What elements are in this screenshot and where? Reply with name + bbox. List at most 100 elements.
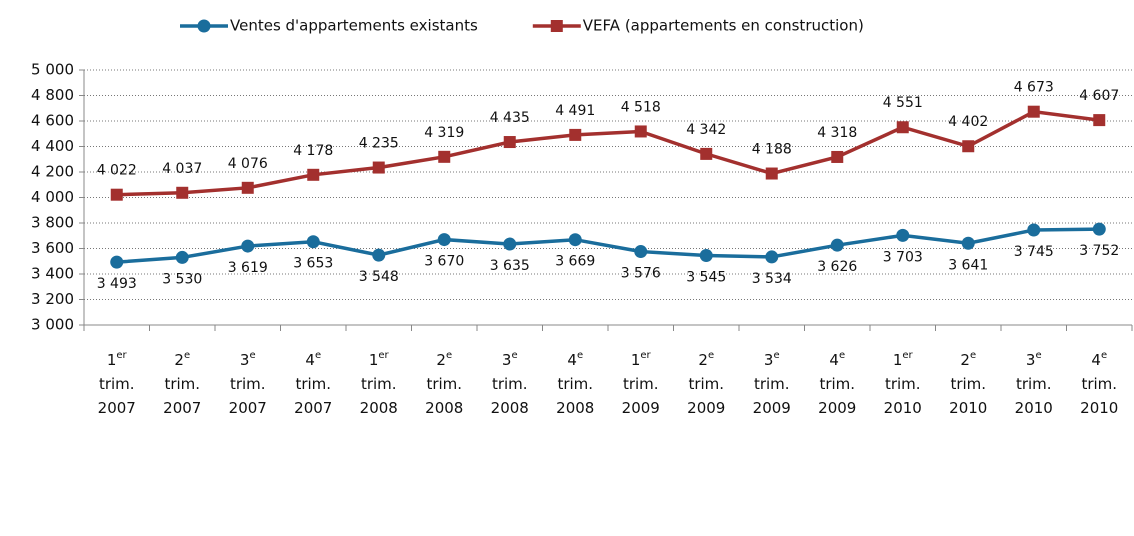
data-label: 4 235 — [359, 136, 399, 152]
y-tick-label: 4 200 — [31, 163, 74, 181]
marker — [569, 128, 582, 141]
data-label: 3 619 — [228, 260, 268, 276]
x-tick-label: 3e trim. 2010 — [1015, 350, 1053, 417]
marker — [110, 188, 123, 201]
y-tick-label: 3 800 — [31, 214, 74, 232]
data-label: 3 745 — [1014, 244, 1054, 260]
data-label: 4 402 — [948, 114, 988, 130]
data-label: 4 551 — [883, 95, 923, 111]
data-label: 3 669 — [555, 254, 595, 270]
data-label: 4 673 — [1014, 80, 1054, 96]
marker — [1092, 222, 1106, 236]
marker — [307, 168, 320, 181]
marker — [1027, 105, 1040, 118]
marker — [438, 150, 451, 163]
x-tick-label: 1er trim. 2008 — [360, 350, 398, 417]
x-tick-label: 4e trim. 2009 — [818, 350, 856, 417]
marker — [1027, 223, 1041, 237]
marker — [437, 233, 451, 247]
series-line — [116, 109, 1100, 197]
data-label: 4 435 — [490, 110, 530, 126]
legend-label: VEFA (appartements en construction) — [583, 17, 864, 35]
y-tick-label: 3 600 — [31, 239, 74, 257]
data-label: 3 653 — [293, 256, 333, 272]
marker — [765, 250, 779, 264]
data-label: 3 703 — [883, 249, 923, 265]
y-tick-label: 5 000 — [31, 61, 74, 79]
data-label: 4 318 — [817, 125, 857, 141]
data-label: 4 037 — [162, 161, 202, 177]
marker — [1093, 114, 1106, 127]
data-label: 4 342 — [686, 122, 726, 138]
y-tick-label: 3 000 — [31, 316, 74, 334]
data-label: 3 534 — [752, 271, 792, 287]
data-label: 3 576 — [621, 266, 661, 282]
data-label: 4 188 — [752, 142, 792, 158]
data-label: 3 626 — [817, 259, 857, 275]
data-label: 4 319 — [424, 125, 464, 141]
data-label: 4 518 — [621, 99, 661, 115]
marker — [372, 161, 385, 174]
data-label: 4 178 — [293, 143, 333, 159]
x-tick-label: 1er trim. 2010 — [884, 350, 922, 417]
marker — [503, 237, 517, 251]
marker — [176, 186, 189, 199]
data-label: 4 607 — [1079, 88, 1119, 104]
marker — [700, 147, 713, 160]
x-tick-label: 2e trim. 2008 — [425, 350, 463, 417]
data-label: 3 548 — [359, 269, 399, 285]
data-label: 3 641 — [948, 257, 988, 273]
marker — [830, 238, 844, 252]
x-tick-label: 4e trim. 2010 — [1080, 350, 1118, 417]
marker — [634, 245, 648, 259]
x-tick-label: 1er trim. 2007 — [98, 350, 136, 417]
data-label: 3 530 — [162, 271, 202, 287]
marker — [961, 236, 975, 250]
data-label: 3 545 — [686, 270, 726, 286]
x-tick-label: 2e trim. 2007 — [163, 350, 201, 417]
marker — [306, 235, 320, 249]
y-tick-label: 4 600 — [31, 112, 74, 130]
legend-marker — [550, 20, 563, 32]
marker — [962, 140, 975, 153]
legend-item: VEFA (appartements en construction) — [532, 17, 864, 35]
marker — [896, 228, 910, 242]
y-tick-label: 4 400 — [31, 137, 74, 155]
legend-label: Ventes d'appartements existants — [230, 17, 478, 35]
marker — [765, 167, 778, 180]
series-line — [116, 227, 1100, 264]
data-label: 4 491 — [555, 103, 595, 119]
marker — [699, 249, 713, 263]
x-tick-label: 4e trim. 2008 — [556, 350, 594, 417]
marker — [568, 233, 582, 247]
x-tick-label: 1er trim. 2009 — [622, 350, 660, 417]
marker — [831, 150, 844, 163]
y-tick-label: 3 400 — [31, 265, 74, 283]
y-tick-label: 3 200 — [31, 290, 74, 308]
data-label: 3 670 — [424, 254, 464, 270]
x-tick-label: 3e trim. 2009 — [753, 350, 791, 417]
x-tick-label: 3e trim. 2008 — [491, 350, 529, 417]
marker — [241, 181, 254, 194]
y-tick-label: 4 000 — [31, 188, 74, 206]
y-tick-label: 4 800 — [31, 86, 74, 104]
marker — [634, 125, 647, 138]
x-tick-label: 4e trim. 2007 — [294, 350, 332, 417]
marker — [503, 136, 516, 149]
legend-marker — [197, 19, 211, 33]
marker — [896, 121, 909, 134]
data-label: 3 752 — [1079, 243, 1119, 259]
marker — [241, 239, 255, 253]
legend-item: Ventes d'appartements existants — [180, 17, 478, 35]
marker — [110, 255, 124, 269]
x-tick-label: 3e trim. 2007 — [229, 350, 267, 417]
data-label: 3 635 — [490, 258, 530, 274]
x-tick-label: 2e trim. 2010 — [949, 350, 987, 417]
data-label: 4 022 — [97, 163, 137, 179]
x-tick-label: 2e trim. 2009 — [687, 350, 725, 417]
marker — [175, 250, 189, 264]
data-label: 3 493 — [97, 276, 137, 292]
data-label: 4 076 — [228, 156, 268, 172]
marker — [372, 248, 386, 262]
